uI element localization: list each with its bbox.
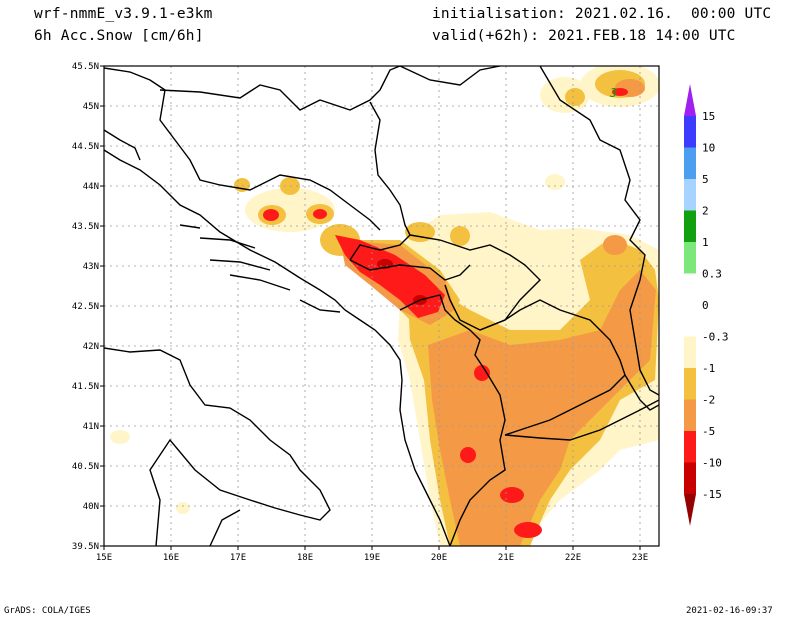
field-title: 6h Acc.Snow [cm/6h]	[34, 28, 204, 44]
colorbar: 15 10 5 2 1 0.3 0 -0.3 -1 -2 -5 -10 -15	[684, 84, 729, 526]
colorbar-label: 1	[702, 236, 709, 249]
colorbar-label: 5	[702, 173, 709, 186]
lat-label: 41.5N	[72, 382, 99, 392]
lon-label: 17E	[230, 553, 246, 563]
lon-label: 16E	[163, 553, 179, 563]
axis-ticks	[100, 65, 641, 550]
lat-label: 40N	[83, 502, 99, 512]
colorbar-label: 0	[702, 299, 709, 312]
lat-label: 45N	[83, 102, 99, 112]
lat-label: 43N	[83, 262, 99, 272]
colorbar-bin	[684, 179, 696, 211]
footer-credit: GrADS: COLA/IGES	[4, 606, 91, 616]
colorbar-label: -10	[702, 457, 722, 470]
svg-text:3: 3	[609, 86, 617, 100]
lon-label: 23E	[632, 553, 648, 563]
lon-label: 15E	[96, 553, 112, 563]
colorbar-label: -0.3	[702, 331, 729, 344]
colorbar-bin	[684, 273, 696, 305]
lon-label: 18E	[297, 553, 313, 563]
colorbar-bin	[684, 305, 696, 337]
valid-time: valid(+62h): 2021.FEB.18 14:00 UTC	[432, 28, 736, 44]
colorbar-label: -1	[702, 362, 715, 375]
footer-timestamp: 2021-02-16-09:37	[686, 606, 773, 616]
lon-labels: 15E 16E 17E 18E 19E 20E 21E 22E 23E	[96, 553, 648, 563]
init-time: initialisation: 2021.02.16. 00:00 UTC	[432, 6, 772, 22]
colorbar-bin	[684, 494, 696, 526]
coastlines	[104, 66, 659, 546]
lat-label: 40.5N	[72, 462, 99, 472]
colorbar-bin	[684, 116, 696, 148]
lat-label: 39.5N	[72, 542, 99, 552]
lon-label: 19E	[364, 553, 380, 563]
lon-label: 21E	[498, 553, 514, 563]
lat-label: 42.5N	[72, 302, 99, 312]
colorbar-bin	[684, 462, 696, 494]
grid-lines	[104, 66, 659, 546]
colorbar-bin	[684, 210, 696, 242]
lat-label: 44.5N	[72, 142, 99, 152]
lat-labels: 45.5N 45N 44.5N 44N 43.5N 43N 42.5N 42N …	[72, 62, 99, 552]
colorbar-bin	[684, 84, 696, 116]
snow-field: 3	[110, 66, 659, 546]
lat-label: 42N	[83, 342, 99, 352]
lat-label: 45.5N	[72, 62, 99, 72]
lat-label: 43.5N	[72, 222, 99, 232]
colorbar-bin	[684, 336, 696, 368]
colorbar-label: -15	[702, 488, 722, 501]
lon-label: 22E	[565, 553, 581, 563]
lat-label: 44N	[83, 182, 99, 192]
colorbar-bin	[684, 368, 696, 400]
colorbar-label: 2	[702, 205, 709, 218]
colorbar-label: -5	[702, 425, 715, 438]
lon-label: 20E	[431, 553, 447, 563]
lat-label: 41N	[83, 422, 99, 432]
colorbar-label: 10	[702, 142, 715, 155]
colorbar-bin	[684, 242, 696, 274]
colorbar-label: -2	[702, 394, 715, 407]
colorbar-bin	[684, 431, 696, 463]
model-title: wrf-nmmE_v3.9.1-e3km	[34, 6, 213, 22]
colorbar-label: 15	[702, 110, 715, 123]
colorbar-bin	[684, 399, 696, 431]
colorbar-bin	[684, 147, 696, 179]
colorbar-label: 0.3	[702, 268, 722, 281]
